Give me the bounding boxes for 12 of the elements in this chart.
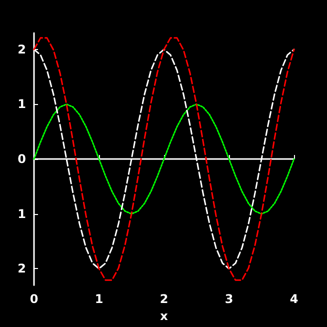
x-axis-title: x <box>160 309 168 323</box>
y-tick-label: 2 <box>18 262 26 276</box>
x-tick-label: 1 <box>94 292 104 306</box>
line-series <box>33 103 295 215</box>
x-tick-label: 0 <box>30 292 38 306</box>
x-tick-label: 3 <box>224 292 234 306</box>
x-tick-label: 2 <box>160 292 168 306</box>
y-tick-label: 1 <box>18 97 26 112</box>
y-tick-label: 0 <box>18 152 26 166</box>
x-tick-label: 4 <box>290 292 298 306</box>
y-tick-label: 1 <box>18 206 26 221</box>
y-tick-label: 2 <box>18 42 26 56</box>
